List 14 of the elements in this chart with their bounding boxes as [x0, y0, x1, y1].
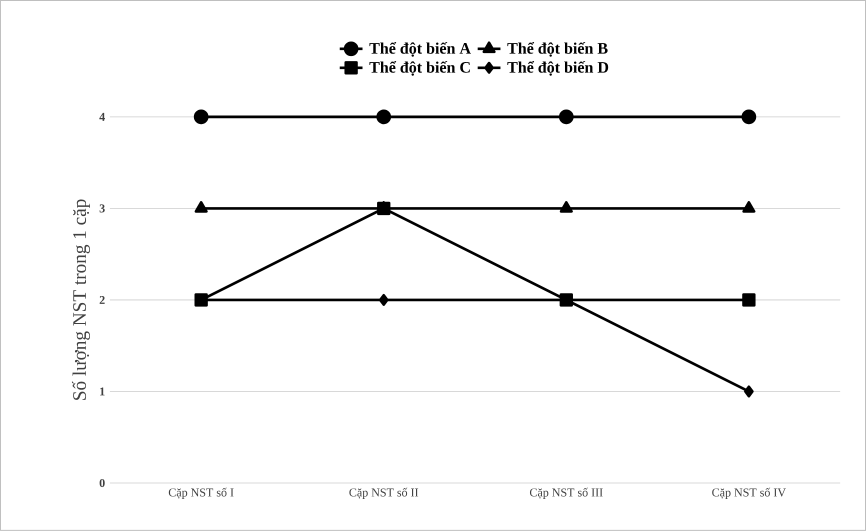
x-tick-label: Cặp NST số II [349, 488, 418, 500]
legend-label: Thể đột biến B [507, 42, 608, 57]
y-tick-label: 1 [100, 388, 105, 396]
y-axis-title: Số lượng NST trong 1 cặp [72, 200, 90, 400]
y-tick-label: 4 [99, 112, 105, 121]
y-tick-label: 2 [100, 296, 105, 304]
legend-label: Thể đột biến C [369, 61, 470, 76]
x-tick-label: Cặp NST số I [168, 488, 234, 500]
legend-label: Thể đột biến D [507, 61, 608, 76]
x-tick-label: Cặp NST số III [530, 488, 603, 500]
y-tick-label: 0 [100, 479, 105, 488]
x-tick-label: Cặp NST số IV [712, 488, 786, 500]
y-tick-label: 3 [100, 204, 105, 213]
legend-label: Thể đột biến A [369, 42, 471, 57]
